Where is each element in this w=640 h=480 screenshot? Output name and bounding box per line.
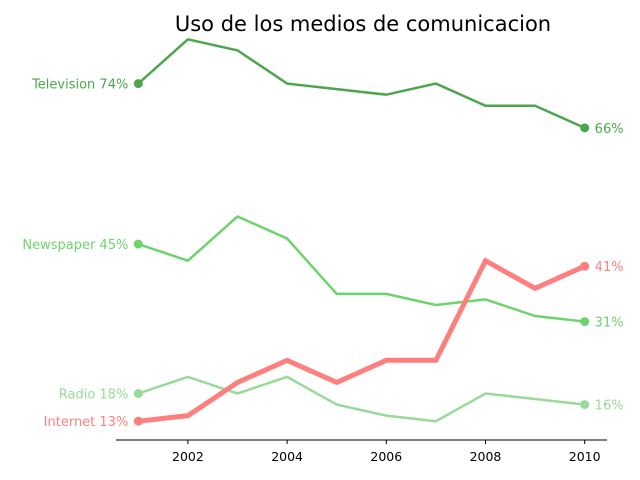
series-end-point (580, 261, 590, 271)
series-start-label: Internet 13% (44, 415, 129, 430)
series-start-point (133, 79, 143, 89)
series-end-label: 31% (595, 316, 624, 331)
series-line-radio (137, 375, 585, 423)
series-layer: Television 74% 66% Newspaper 45% 31% Radio 1… (22, 37, 624, 430)
x-tick-label: 2002 (172, 449, 204, 464)
series-start-point (133, 389, 143, 399)
x-tick-label: 2010 (569, 449, 601, 464)
series-start-label: Newspaper 45% (22, 238, 128, 253)
x-tick-label: 2008 (470, 449, 502, 464)
x-tick-label: 2006 (370, 449, 402, 464)
series-start-point (133, 416, 143, 426)
x-axis: 2002 2004 2006 2008 2010 (116, 439, 607, 464)
series-newspaper: Newspaper 45% 31% (22, 214, 624, 331)
series-end-label: 16% (595, 399, 624, 414)
series-line-internet (138, 257, 586, 424)
x-tick-label: 2004 (271, 449, 303, 464)
series-internet: Internet 13% 41% (44, 257, 624, 430)
series-line-newspaper (137, 214, 585, 323)
series-start-label: Radio 18% (59, 388, 129, 403)
series-end-point (580, 317, 590, 327)
series-end-point (580, 123, 590, 133)
series-start-label: Television 74% (31, 78, 128, 93)
series-end-point (580, 400, 590, 410)
series-radio: Radio 18% 16% (59, 375, 624, 423)
series-end-label: 41% (595, 260, 624, 275)
series-television: Television 74% 66% (31, 37, 624, 137)
series-line-television (137, 37, 586, 130)
series-start-point (133, 239, 143, 249)
chart-title: Uso de los medios de comunicacion (175, 12, 551, 36)
series-end-label: 66% (595, 122, 624, 137)
